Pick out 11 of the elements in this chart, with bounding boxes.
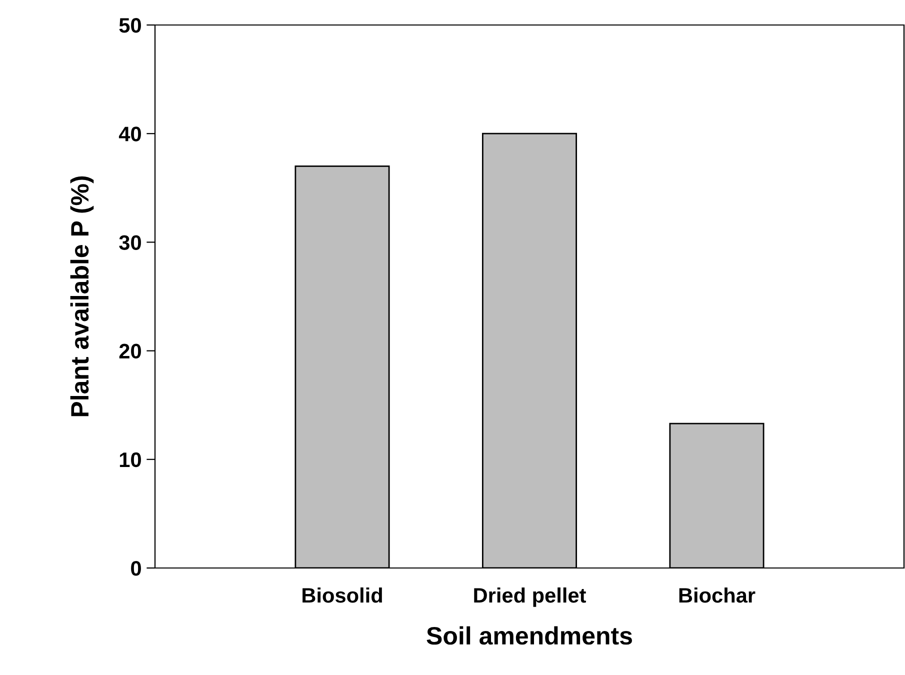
y-tick-label: 20 <box>119 344 141 359</box>
y-tick-label: 40 <box>118 126 141 142</box>
y-axis-title: Plant available P (%) <box>70 176 94 416</box>
y-tick-label: 50 <box>119 18 141 33</box>
x-axis-title: Soil amendments <box>426 626 632 645</box>
x-tick-label: Biosolid <box>302 587 382 603</box>
x-tick-label: Biochar <box>679 587 756 603</box>
y-tick-label: 0 <box>131 561 141 576</box>
y-tick-label: 30 <box>119 235 141 250</box>
y-tick-label: 10 <box>120 452 141 468</box>
x-tick-label: Dried pellet <box>474 587 586 607</box>
